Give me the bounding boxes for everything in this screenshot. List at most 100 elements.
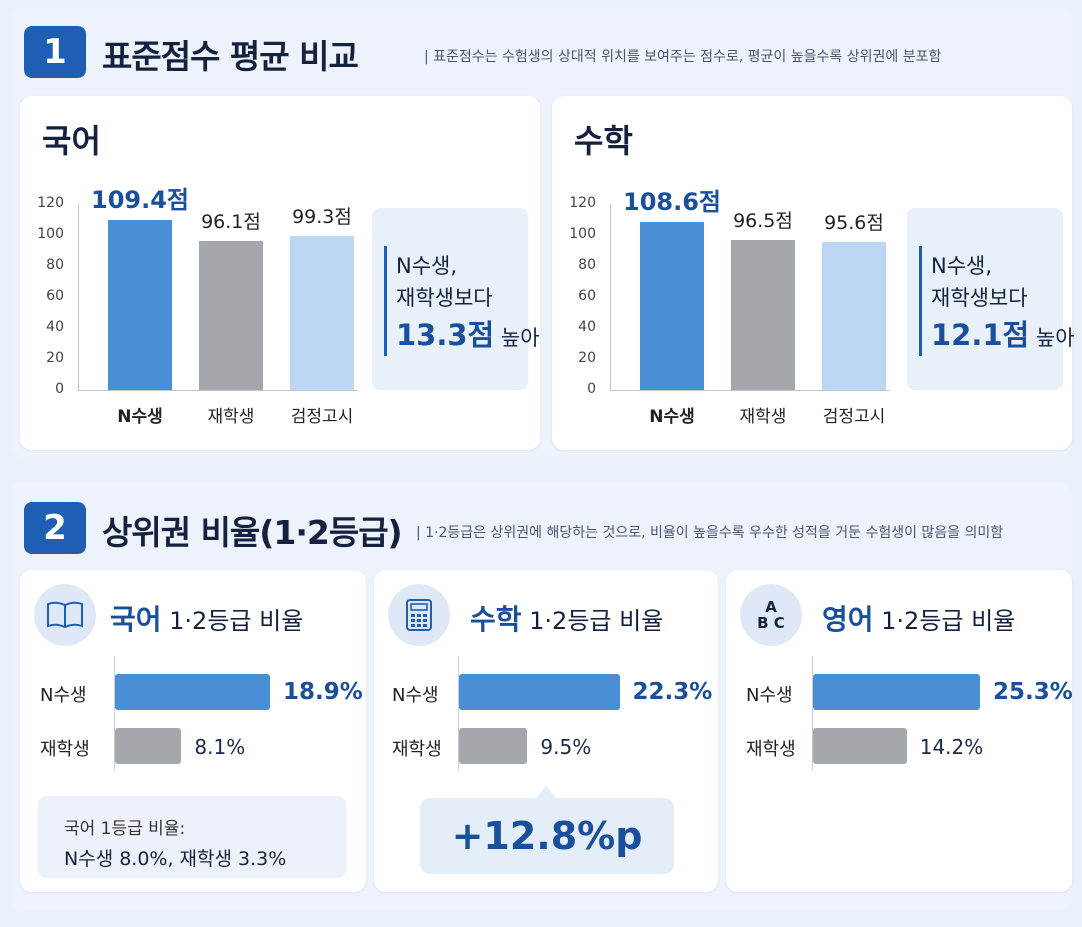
callout-highlight: 13.3점 높아 <box>396 312 540 354</box>
section-standard-score: 1 표준점수 평균 비교 | 표준점수는 수험생의 상대적 위치를 보여주는 점… <box>10 6 1075 458</box>
bar-value-label: 18.9% <box>282 679 363 705</box>
bar-value-label: 22.3% <box>632 679 713 705</box>
math-standard-score-card: 수학 0 20 40 60 80 100 120 108.6점 N수생 96.5점 재학생 95.6점… <box>552 96 1075 450</box>
x-tick-label: N수생 <box>649 407 695 427</box>
bar-N수생 <box>640 221 704 390</box>
rate-title-suffix: 1·2등급 비율 <box>521 607 664 635</box>
bar-value-label: 25.3% <box>992 679 1073 705</box>
y-tick-label: 60 <box>578 288 596 304</box>
rate-title-suffix: 1·2등급 비율 <box>161 607 304 635</box>
y-tick-label: 0 <box>587 381 596 397</box>
bar-value-label: 95.6점 <box>824 211 884 234</box>
bar-재학생 <box>731 240 795 390</box>
difference-callout: N수생, 재학생보다 12.1점 높아 <box>907 208 1075 390</box>
subject-name: 국어 <box>110 603 162 636</box>
bar-재학생 <box>813 728 907 764</box>
callout-highlight: 12.1점 높아 <box>931 312 1075 354</box>
korean-standard-score-card: 국어 0 20 40 60 80 100 120 109.4점 N수생 96.1점 재학생 99.3점… <box>20 96 540 450</box>
abc-icon-top: A <box>765 598 777 616</box>
abc-icon: A B C <box>740 584 802 646</box>
bar-value-label: 9.5% <box>540 735 592 759</box>
bar-category-label: N수생 <box>40 685 87 706</box>
x-axis-line <box>610 390 890 391</box>
y-tick-label: 0 <box>55 381 64 397</box>
bar-value-label: 8.1% <box>194 735 246 759</box>
bar-value-label: 96.1점 <box>201 211 261 234</box>
bar-value-label: 99.3점 <box>292 206 352 229</box>
bar-value-label: 96.5점 <box>733 210 793 233</box>
callout-accent-line <box>919 246 922 356</box>
math-rate-card: 수학 1·2등급 비율 N수생 22.3% 재학생 9.5% +12.8%p <box>374 570 718 892</box>
section-description: | 1·2등급은 상위권에 해당하는 것으로, 비율이 높을수록 우수한 성적을… <box>416 525 1004 541</box>
callout-suffix: 높아 <box>494 326 540 350</box>
bar-검정고시 <box>290 236 354 390</box>
subject-name: 영어 <box>822 603 874 636</box>
bar-category-label: N수생 <box>392 685 439 706</box>
x-tick-label: 검정고시 <box>290 407 354 427</box>
bar-N수생 <box>813 674 980 710</box>
y-axis-line <box>812 656 813 770</box>
callout-line2: 재학생보다 <box>396 286 493 310</box>
diff-pointer <box>536 786 556 798</box>
x-tick-label: 재학생 <box>207 407 255 427</box>
abc-icon-bottom: B C <box>757 614 785 632</box>
y-tick-label: 40 <box>578 319 596 335</box>
book-icon <box>34 584 96 646</box>
bar-N수생 <box>108 220 172 390</box>
y-tick-label: 80 <box>46 257 64 273</box>
section-top-rank-ratio: 2 상위권 비율(1·2등급) | 1·2등급은 상위권에 해당하는 것으로, … <box>10 482 1073 910</box>
bar-N수생 <box>115 674 270 710</box>
difference-badge: +12.8%p <box>420 798 674 874</box>
x-tick-label: 검정고시 <box>822 407 886 427</box>
x-axis-line <box>78 390 358 391</box>
bar-검정고시 <box>822 241 886 390</box>
callout-suffix: 높아 <box>1029 326 1075 350</box>
calculator-icon <box>388 584 450 646</box>
callout-line1: N수생, <box>396 254 458 278</box>
y-tick-label: 120 <box>37 195 64 211</box>
section-number-badge: 2 <box>24 502 86 554</box>
bar-category-label: 재학생 <box>746 739 796 760</box>
bar-N수생 <box>459 674 620 710</box>
bar-value-label: 14.2% <box>919 735 984 759</box>
section-number-badge: 1 <box>24 26 86 78</box>
card-title: 국어 <box>42 122 101 160</box>
bar-재학생 <box>115 728 182 764</box>
y-axis-line <box>458 656 459 770</box>
x-tick-label: N수생 <box>117 407 163 427</box>
callout-accent-line <box>384 246 387 356</box>
bar-재학생 <box>459 728 528 764</box>
y-axis-line <box>610 204 611 390</box>
y-tick-label: 60 <box>46 288 64 304</box>
card-title: 수학 <box>574 122 633 160</box>
rate-card-title: 영어 1·2등급 비율 <box>822 598 1015 638</box>
y-tick-label: 20 <box>46 350 64 366</box>
subject-name: 수학 <box>470 603 522 636</box>
bar-재학생 <box>199 241 263 390</box>
note-line2: N수생 8.0%, 재학생 3.3% <box>64 848 287 870</box>
rate-title-suffix: 1·2등급 비율 <box>873 607 1016 635</box>
bar-category-label: 재학생 <box>40 739 90 760</box>
callout-big-value: 12.1점 <box>931 318 1030 352</box>
y-axis-line <box>78 204 79 390</box>
section-description: | 표준점수는 수험생의 상대적 위치를 보여주는 점수로, 평균이 높을수록 … <box>424 49 942 65</box>
note-line1: 국어 1등급 비율: <box>64 819 186 839</box>
y-axis-line <box>114 656 115 770</box>
bar-category-label: N수생 <box>746 685 793 706</box>
first-grade-note: 국어 1등급 비율: N수생 8.0%, 재학생 3.3% <box>38 796 346 878</box>
section-title: 표준점수 평균 비교 <box>102 37 359 76</box>
difference-callout: N수생, 재학생보다 13.3점 높아 <box>372 208 540 390</box>
y-tick-label: 100 <box>569 226 596 242</box>
bar-category-label: 재학생 <box>392 739 442 760</box>
y-tick-label: 80 <box>578 257 596 273</box>
section-title: 상위권 비율(1·2등급) <box>102 513 403 552</box>
rate-card-title: 수학 1·2등급 비율 <box>470 598 663 638</box>
y-tick-label: 120 <box>569 195 596 211</box>
english-rate-card: A B C 영어 1·2등급 비율 N수생 25.3% 재학생 14.2% <box>726 570 1073 892</box>
bar-value-label: 108.6점 <box>623 187 721 216</box>
y-tick-label: 40 <box>46 319 64 335</box>
callout-line2: 재학생보다 <box>931 286 1028 310</box>
rate-card-title: 국어 1·2등급 비율 <box>110 598 303 638</box>
korean-rate-card: 국어 1·2등급 비율 N수생 18.9% 재학생 8.1% 국어 1등급 비율: N… <box>20 570 366 892</box>
callout-line1: N수생, <box>931 254 993 278</box>
